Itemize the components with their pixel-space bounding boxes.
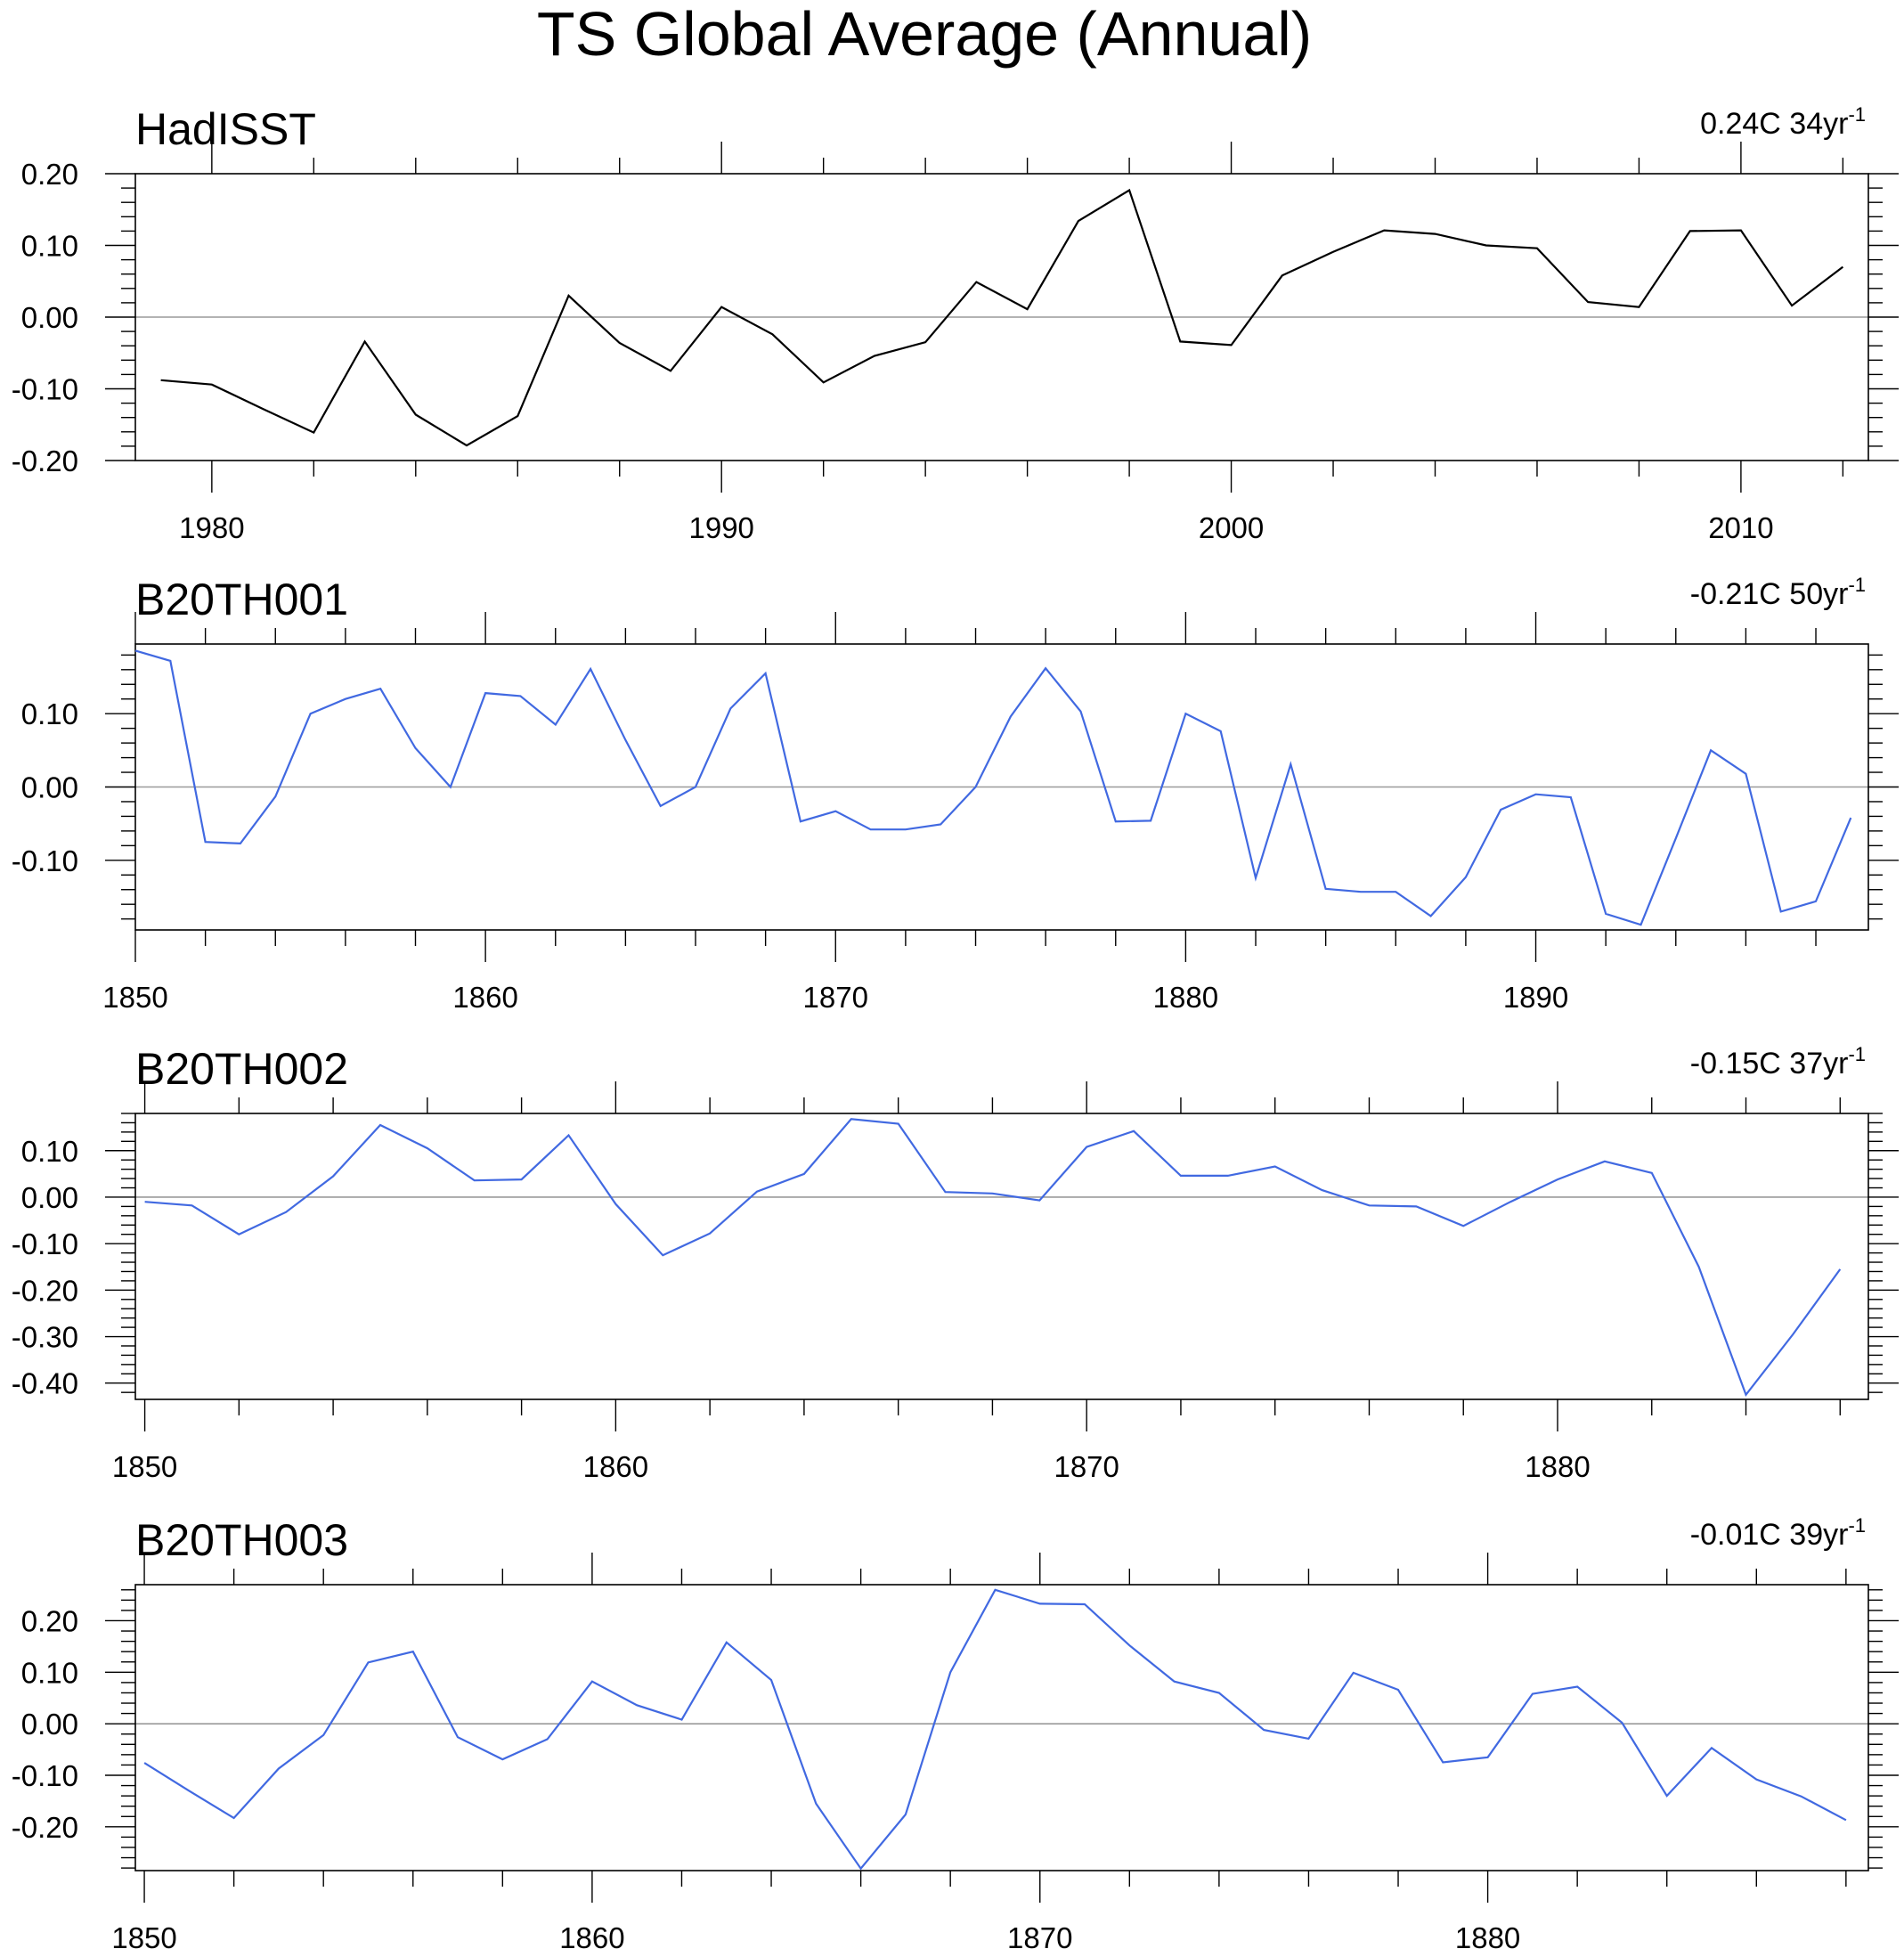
x-tick-label: 1990	[688, 511, 753, 544]
y-tick-label: -0.10	[12, 1759, 78, 1792]
y-tick-label: 0.00	[21, 1708, 78, 1741]
trend-label: 0.24C 34yr-1	[1700, 103, 1866, 141]
x-tick-label: 2010	[1708, 511, 1773, 544]
y-tick-label: 0.20	[21, 158, 78, 191]
y-tick-label: -0.20	[12, 1811, 78, 1844]
x-tick-label: 1850	[111, 1921, 176, 1954]
x-tick-label: 1980	[179, 511, 244, 544]
x-tick-label: 1850	[102, 981, 167, 1014]
x-tick-label: 1880	[1153, 981, 1218, 1014]
y-tick-label: 0.00	[21, 301, 78, 334]
panel-name: HadISST	[135, 104, 316, 154]
x-tick-label: 1880	[1525, 1450, 1590, 1483]
y-tick-label: -0.10	[12, 1227, 78, 1260]
panel-hadisst: 1980 1990 2000 2010 -0.20 -0.10 0.00 0.10 0.20 Ha…	[12, 103, 1899, 544]
y-tick-label: 0.10	[21, 697, 78, 730]
y-tick-label: -0.20	[12, 1274, 78, 1307]
y-tick-label: -0.30	[12, 1321, 78, 1354]
panel-b20th003: 1850 1860 1870 1880 -0.20 -0.10 0.00 0.10 0.20 B2…	[12, 1514, 1899, 1954]
x-tick-label: 1870	[803, 981, 868, 1014]
panel-b20th001: 1850 1860 1870 1880 1890 -0.10 0.00 0.10 B20TH00…	[12, 574, 1899, 1014]
series-line-b20th003	[143, 1588, 1847, 1871]
panel-name: B20TH003	[135, 1515, 348, 1565]
panel-name: B20TH002	[135, 1044, 348, 1094]
y-tick-label: -0.10	[12, 373, 78, 406]
trend-label: -0.21C 50yr-1	[1690, 574, 1866, 611]
x-tick-label: 1870	[1007, 1921, 1072, 1954]
x-tick-label: 2000	[1199, 511, 1264, 544]
y-tick-label: 0.10	[21, 1656, 78, 1689]
plot-frame	[134, 1584, 1869, 1871]
x-tick-label: 1860	[559, 1921, 624, 1954]
y-tick-label: 0.00	[21, 771, 78, 804]
y-tick-label: -0.40	[12, 1367, 78, 1400]
x-tick-label: 1870	[1054, 1450, 1119, 1483]
panel-name: B20TH001	[135, 575, 348, 624]
x-tick-label: 1880	[1455, 1921, 1520, 1954]
x-tick-label: 1860	[583, 1450, 648, 1483]
series-line-b20th001	[134, 649, 1852, 926]
y-tick-label: 0.10	[21, 1135, 78, 1168]
y-tick-label: -0.10	[12, 844, 78, 877]
y-tick-label: -0.20	[12, 444, 78, 477]
y-tick-label: 0.00	[21, 1181, 78, 1214]
y-tick-label: 0.20	[21, 1604, 78, 1637]
y-tick-label: 0.10	[21, 230, 78, 263]
series-line-hadisst	[160, 188, 1844, 447]
x-tick-label: 1860	[452, 981, 517, 1014]
trend-label: -0.15C 37yr-1	[1690, 1043, 1866, 1080]
figure-title: TS Global Average (Annual)	[537, 0, 1312, 69]
panel-b20th002: 1850 1860 1870 1880 -0.40 -0.30 -0.20 -0.10 0.00…	[12, 1043, 1899, 1483]
plot-frame	[134, 1113, 1869, 1400]
x-tick-label: 1850	[112, 1450, 177, 1483]
series-line-b20th002	[144, 1118, 1842, 1398]
trend-label: -0.01C 39yr-1	[1690, 1514, 1866, 1552]
x-tick-label: 1890	[1503, 981, 1568, 1014]
